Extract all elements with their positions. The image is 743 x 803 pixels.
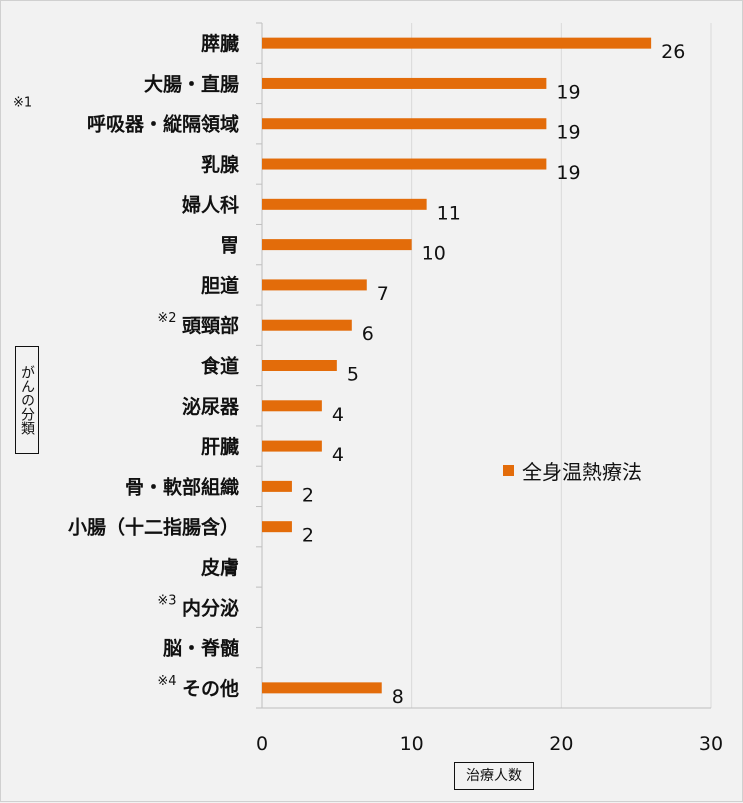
x-tick-label: 10 (400, 733, 424, 755)
data-label: 26 (661, 41, 685, 63)
category-label: 膵臓 (201, 32, 239, 55)
data-label: 5 (347, 364, 359, 386)
category-label: 乳腺 (201, 153, 240, 176)
bar (262, 77, 547, 89)
y-axis-label: がんの分類 (15, 346, 39, 454)
x-tick-label: 20 (549, 733, 573, 755)
bar (262, 521, 292, 533)
bar (262, 400, 322, 412)
data-label: 6 (362, 323, 374, 345)
bar (262, 360, 337, 371)
category-label: 大腸・直腸 (144, 72, 239, 95)
bar (262, 198, 427, 210)
x-axis-label: 治療人数 (454, 762, 534, 790)
legend-label: 全身温熱療法 (522, 460, 642, 484)
bar (262, 682, 382, 694)
data-label: 19 (556, 122, 580, 144)
legend: 全身温熱療法 (503, 456, 642, 485)
data-label: 11 (437, 202, 461, 224)
data-label: 2 (302, 484, 314, 506)
bar (262, 319, 352, 331)
category-label: その他 (182, 677, 239, 700)
category-label: 皮膚 (201, 556, 239, 579)
data-label: 19 (556, 81, 580, 103)
category-label: 泌尿器 (182, 395, 240, 418)
category-label: 内分泌 (182, 596, 239, 619)
bar (262, 158, 547, 170)
category-note: ※4 (157, 674, 176, 689)
legend-swatch (503, 465, 514, 476)
category-label: 脳・脊髄 (162, 637, 239, 660)
category-label: 肝臓 (201, 436, 239, 458)
data-label: 2 (302, 525, 314, 547)
category-note: ※2 (157, 311, 176, 326)
category-label: 胃 (220, 235, 239, 257)
category-label: 呼吸器・縦隔領域 (87, 113, 239, 136)
x-tick-label: 30 (699, 733, 723, 755)
category-label: 骨・軟部組織 (125, 475, 239, 498)
category-note: ※1 (13, 96, 32, 111)
bar (262, 279, 367, 291)
data-label: 19 (556, 162, 580, 184)
bar (262, 118, 547, 130)
data-label: 7 (377, 283, 389, 305)
bar (262, 480, 292, 492)
data-label: 4 (332, 404, 344, 426)
bar (262, 440, 322, 452)
category-label: 婦人科 (181, 193, 239, 216)
category-note: ※3 (157, 593, 176, 608)
category-label: 頭頸部 (182, 314, 239, 337)
data-label: 10 (422, 243, 446, 265)
x-tick-label: 0 (256, 733, 268, 755)
category-label: 胆道 (201, 274, 239, 297)
bar (262, 37, 652, 49)
category-label: 小腸（十二指腸含） (68, 516, 239, 539)
data-label: 8 (392, 686, 404, 708)
data-label: 4 (332, 444, 344, 466)
bar (262, 239, 412, 251)
category-label: 食道 (201, 355, 239, 378)
